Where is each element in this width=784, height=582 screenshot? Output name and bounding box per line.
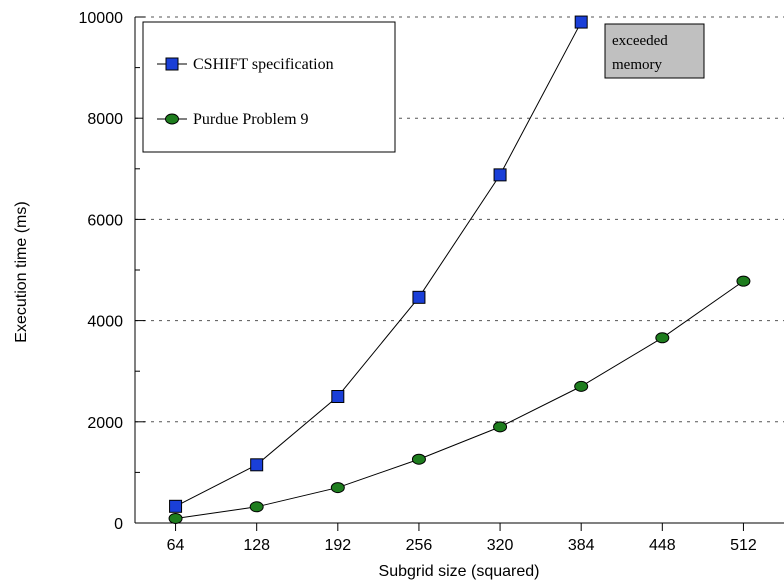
legend: CSHIFT specification Purdue Problem 9 (142, 21, 396, 153)
legend-marker-cshift (165, 57, 179, 71)
point-cshift-192 (331, 390, 345, 403)
point-purdue-256 (411, 453, 426, 465)
legend-marker-purdue (165, 113, 179, 125)
legend-label-cshift: CSHIFT specification (193, 56, 334, 73)
y-axis: 0 2000 4000 6000 8000 10000 (79, 10, 145, 533)
x-tick-label-448: 448 (649, 537, 676, 554)
point-purdue-512 (736, 275, 751, 287)
y-tick-label-4000: 4000 (87, 314, 123, 331)
point-cshift-64 (169, 499, 183, 513)
point-purdue-128 (249, 501, 264, 513)
point-purdue-320 (493, 421, 508, 433)
x-tick-label-256: 256 (406, 537, 433, 554)
x-tick-label-64: 64 (167, 537, 185, 554)
legend-label-purdue: Purdue Problem 9 (193, 111, 309, 128)
annotation-line-1: exceeded (612, 33, 668, 49)
series-lines (168, 15, 751, 524)
x-tick-label-320: 320 (487, 537, 514, 554)
annotation-line-2: memory (612, 57, 662, 73)
series-line-cshift (175, 21, 582, 507)
point-purdue-192 (330, 482, 345, 494)
y-tick-label-0: 0 (114, 516, 123, 533)
point-cshift-256 (412, 290, 426, 304)
point-purdue-64 (168, 512, 183, 524)
y-axis-title: Execution time (ms) (13, 201, 30, 342)
point-purdue-448 (655, 332, 670, 344)
point-purdue-384 (574, 380, 589, 392)
y-tick-label-2000: 2000 (87, 415, 123, 432)
annotation-box (604, 23, 705, 79)
x-tick-label-128: 128 (243, 537, 270, 554)
series-line-purdue (175, 280, 744, 519)
legend-box (142, 21, 396, 153)
x-axis: 64 128 192 256 320 384 448 512 (135, 522, 784, 554)
point-cshift-384 (574, 15, 588, 29)
x-tick-label-192: 192 (324, 537, 351, 554)
y-tick-label-10000: 10000 (79, 10, 124, 27)
x-tick-label-512: 512 (730, 537, 757, 554)
x-axis-title: Subgrid size (squared) (379, 563, 540, 580)
point-cshift-128 (250, 458, 264, 472)
exceeded-memory-annotation: exceeded memory (604, 23, 705, 79)
point-cshift-320 (493, 168, 507, 182)
y-tick-label-8000: 8000 (87, 111, 123, 128)
x-tick-label-384: 384 (568, 537, 595, 554)
y-tick-label-6000: 6000 (87, 212, 123, 229)
